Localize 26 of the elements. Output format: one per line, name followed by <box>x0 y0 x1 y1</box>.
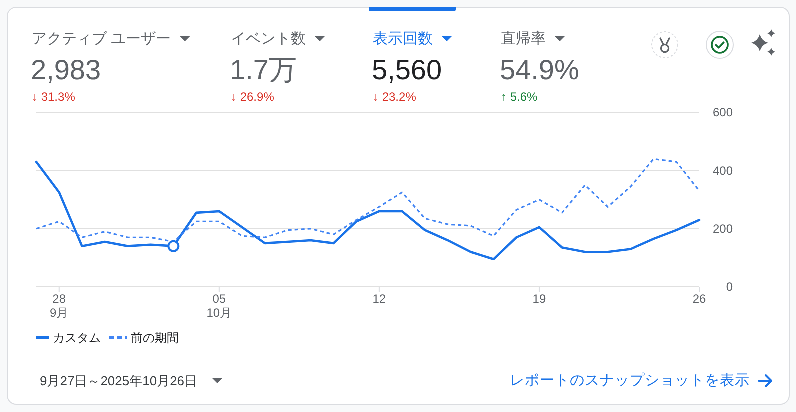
text: 9月27日～2025年10月26日 <box>40 374 198 388</box>
text: ↓ 23.2% <box>373 90 417 104</box>
x-tick-label: 28 9月 <box>50 292 69 320</box>
x-tick-label: 26 <box>692 292 706 306</box>
y-tick-label: 0 <box>726 280 734 294</box>
text: 2,983 <box>31 54 102 86</box>
legend-label: 前の期間 <box>131 331 179 345</box>
text: アクティブ ユーザー <box>32 30 172 48</box>
text: ↑ 5.6% <box>501 90 538 104</box>
text: レポートのスナップショットを表示 <box>510 372 750 389</box>
text: 54.9% <box>500 54 580 86</box>
legend-label: カスタム <box>53 331 101 345</box>
x-tick-label: 12 <box>372 292 386 306</box>
text: 直帰率 <box>501 30 546 48</box>
text: 5,560 <box>372 54 442 86</box>
text: ↓ 31.3% <box>32 90 76 104</box>
x-tick-label: 19 <box>532 292 546 306</box>
y-tick-label: 400 <box>712 164 734 178</box>
text: ↓ 26.9% <box>231 90 275 104</box>
x-tick-label: 05 10月 <box>206 292 232 320</box>
y-tick-label: 200 <box>712 222 734 236</box>
line-series <box>35 160 701 261</box>
y-tick-label: 600 <box>712 106 734 120</box>
text: 表示回数 <box>373 30 433 48</box>
text: イベント数 <box>231 30 306 48</box>
text: 1.7万 <box>230 54 297 86</box>
